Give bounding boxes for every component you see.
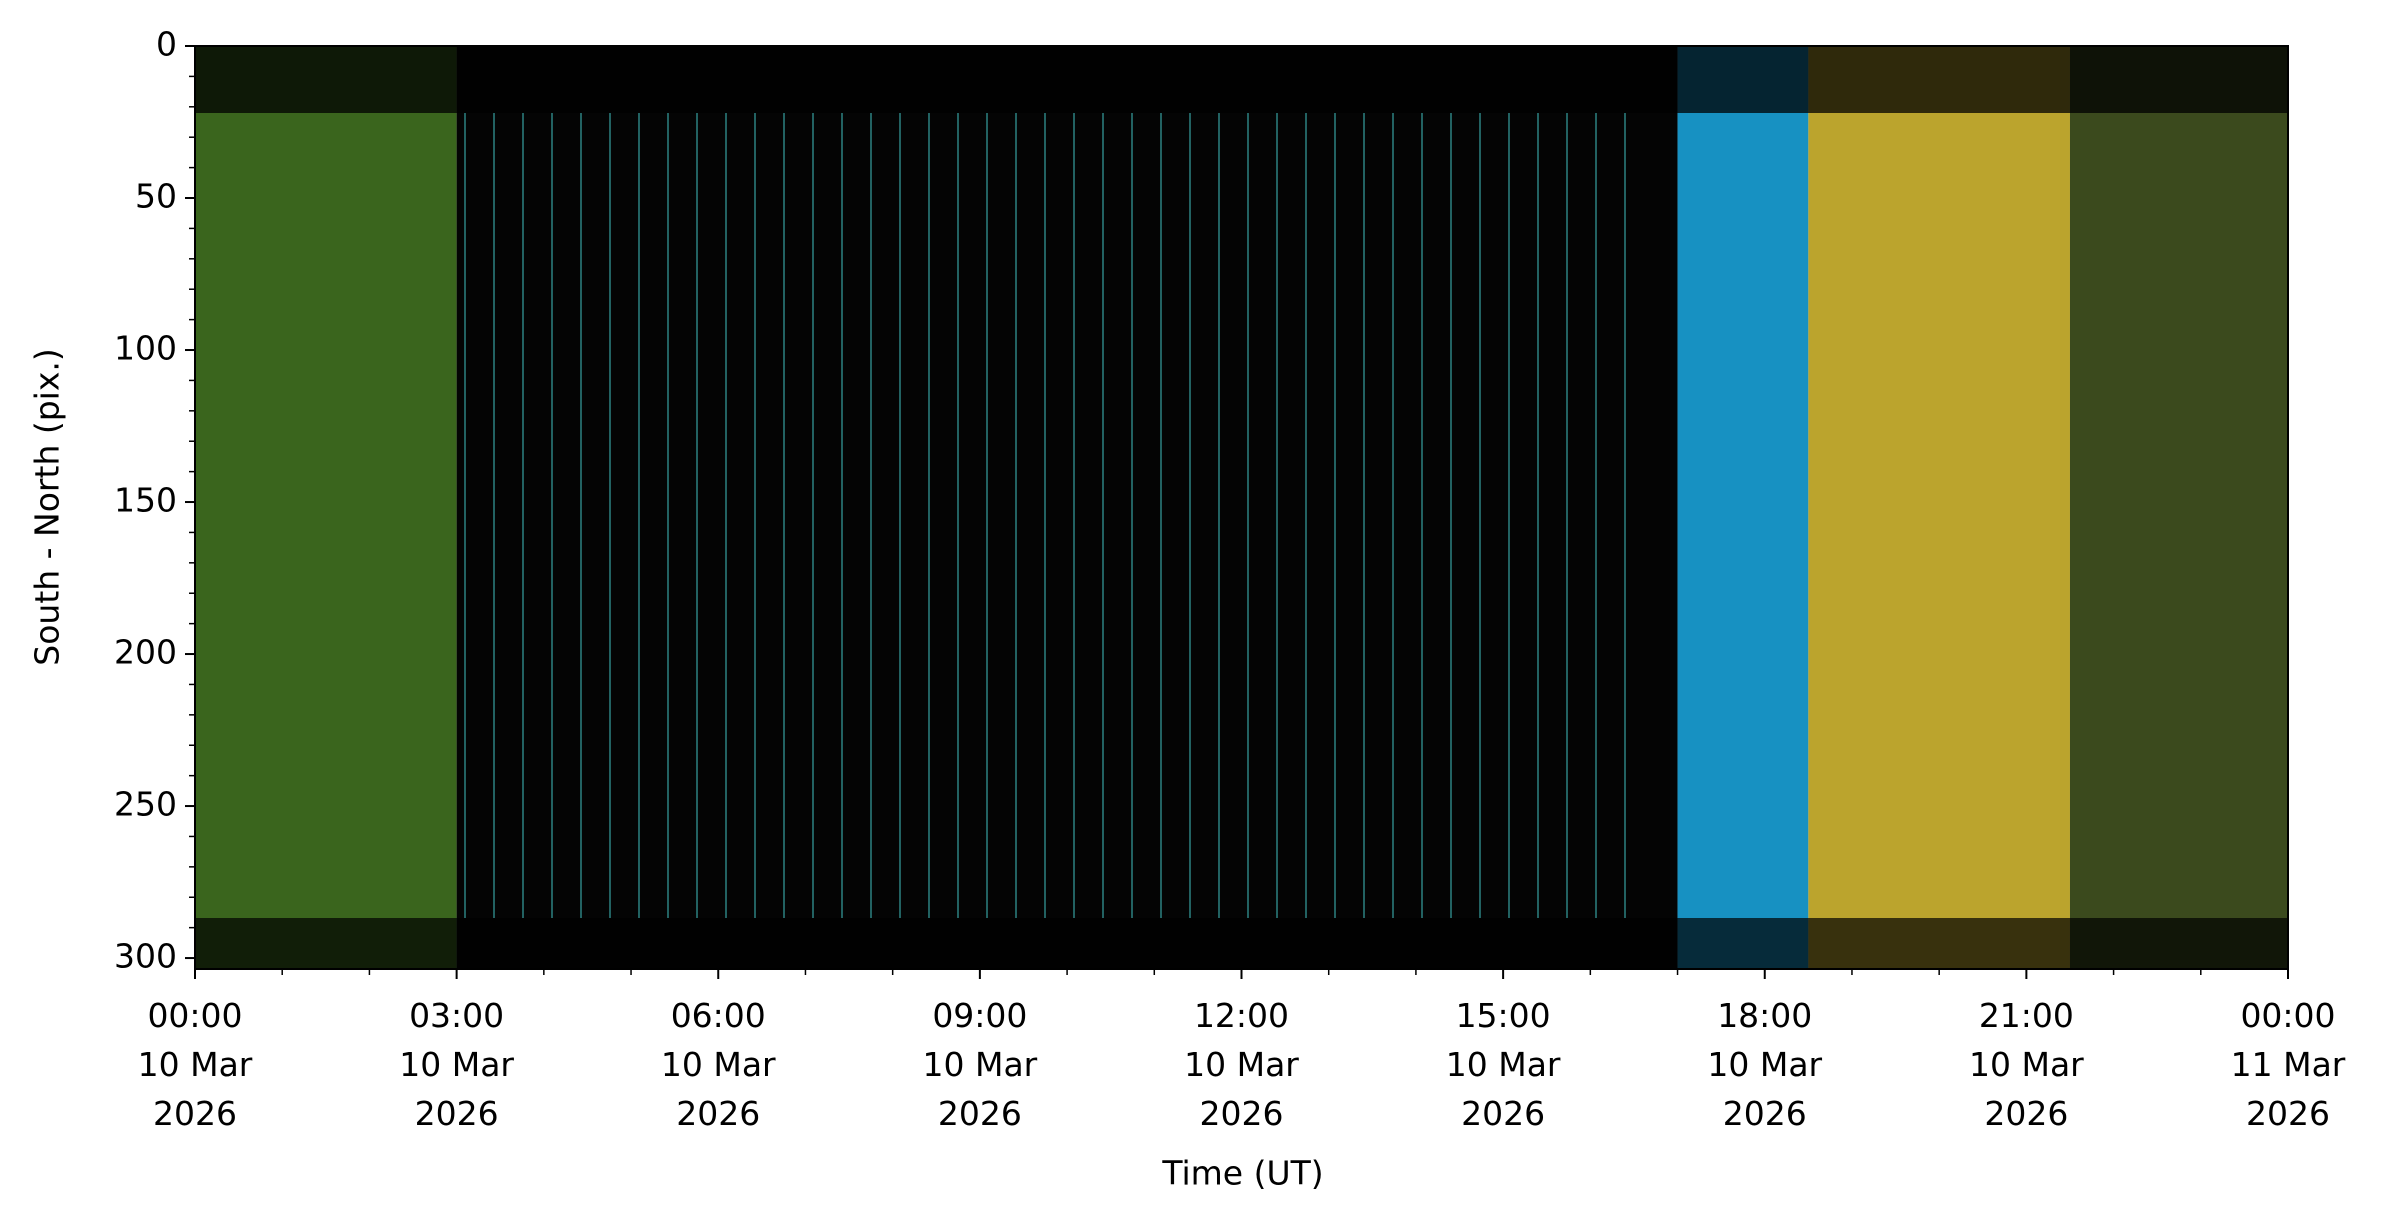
image-segment	[1808, 46, 2070, 969]
x-tick-label: 03:00 10 Mar 2026	[399, 996, 514, 1133]
x-tick-label: 09:00 10 Mar 2026	[923, 996, 1038, 1133]
y-tick-label: 0	[156, 25, 177, 64]
x-tick-label: 15:00 10 Mar 2026	[1446, 996, 1561, 1133]
x-tick-label: 06:00 10 Mar 2026	[661, 996, 776, 1133]
x-axis-label: Time (UT)	[1161, 1154, 1323, 1193]
stripe-texture	[457, 113, 1648, 918]
y-tick-label: 250	[114, 785, 177, 824]
image-segment	[1677, 46, 1809, 969]
bottom-dark-band	[195, 918, 2288, 969]
image-segment	[195, 46, 457, 969]
x-tick-label: 18:00 10 Mar 2026	[1707, 996, 1822, 1133]
x-tick-label: 00:00 11 Mar 2026	[2231, 996, 2346, 1133]
x-tick-label: 21:00 10 Mar 2026	[1969, 996, 2084, 1133]
y-tick-label: 50	[135, 177, 177, 216]
top-dark-band	[195, 46, 2288, 113]
image-segment	[2069, 46, 2288, 969]
y-tick-label: 300	[114, 937, 177, 976]
x-tick-label: 00:00 10 Mar 2026	[138, 996, 253, 1133]
y-tick-label: 150	[114, 481, 177, 520]
y-tick-label: 100	[114, 329, 177, 368]
y-axis-label: South - North (pix.)	[28, 348, 67, 665]
x-tick-label: 12:00 10 Mar 2026	[1184, 996, 1299, 1133]
y-tick-label: 200	[114, 633, 177, 672]
